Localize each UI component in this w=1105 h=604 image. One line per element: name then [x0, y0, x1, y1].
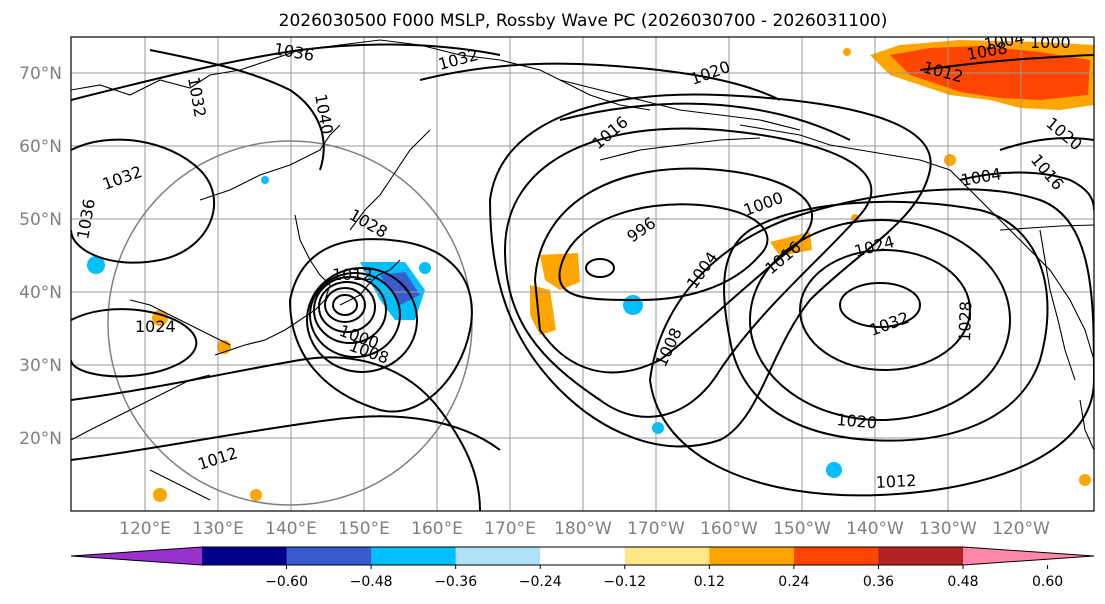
colorbar-tick-label: 0.12 [694, 574, 725, 590]
colorbar-extend-max [963, 547, 1094, 565]
map-frame [70, 36, 1095, 512]
colorbar-tick-label: −0.36 [434, 574, 477, 590]
lat-tick-label: 20°N [19, 429, 62, 449]
lon-tick-label: 140°W [846, 519, 904, 539]
colorbar-tick-label: −0.48 [350, 574, 393, 590]
colorbar-segment [286, 547, 372, 565]
lat-tick-label: 70°N [19, 64, 62, 84]
colorbar-segment [371, 547, 457, 565]
contour-label: 1000 [1030, 33, 1071, 52]
colorbar-segment [202, 547, 288, 565]
lon-tick-label: 170°E [484, 519, 536, 539]
colorbar-segment [540, 547, 626, 565]
lon-tick-label: 150°E [338, 519, 390, 539]
colorbar: −0.60 −0.48 −0.36 −0.24 −0.12 0.12 0.24 0.36 0.4… [70, 546, 1095, 590]
anomaly-negative-spot [623, 295, 643, 315]
isobars [71, 43, 1094, 511]
contour-label: 1024 [135, 317, 176, 336]
colorbar-segment [624, 547, 710, 565]
contour-label: 1028 [955, 301, 975, 342]
colorbar-tick-label: 0.36 [863, 574, 894, 590]
map-title: 2026030500 F000 MSLP, Rossby Wave PC (20… [279, 11, 888, 31]
map-panel: 1036 1032 1032 1032 1036 1040 1020 1016 … [70, 33, 1095, 512]
anomaly-strong-negative-japan [380, 272, 420, 305]
lon-tick-label: 140°E [265, 519, 317, 539]
lon-tick-labels: 120°E 130°E 140°E 150°E 160°E 170°E 180°… [119, 519, 1050, 539]
colorbar-outline [70, 546, 1095, 566]
colorbar-segment [709, 547, 795, 565]
lat-tick-label: 30°N [19, 356, 62, 376]
contour-label: 1012 [875, 471, 917, 492]
lon-tick-label: 180°W [554, 519, 612, 539]
colorbar-tick-label: −0.60 [265, 574, 308, 590]
colorbar-segment [878, 547, 964, 565]
lon-tick-label: 160°W [700, 519, 758, 539]
lat-tick-label: 50°N [19, 210, 62, 230]
contour-label: 1012 [332, 265, 373, 284]
colorbar-segment [793, 547, 879, 565]
contour-label: 1020 [836, 410, 878, 432]
colorbar-extend-min [71, 547, 202, 565]
lat-tick-label: 60°N [19, 137, 62, 157]
colorbar-tick-label: −0.12 [603, 574, 646, 590]
colorbar-tick-label: −0.24 [519, 574, 562, 590]
lon-tick-label: 120°E [119, 519, 171, 539]
colorbar-tick-label: 0.48 [947, 574, 978, 590]
lon-tick-label: 120°W [992, 519, 1050, 539]
lat-tick-labels: 70°N 60°N 50°N 40°N 30°N 20°N [19, 64, 62, 449]
lon-tick-label: 130°W [919, 519, 977, 539]
colorbar-segment [455, 547, 541, 565]
lon-tick-label: 160°E [411, 519, 463, 539]
lat-tick-label: 40°N [19, 283, 62, 303]
colorbar-tick-label: 0.24 [778, 574, 809, 590]
lon-tick-label: 130°E [192, 519, 244, 539]
lon-tick-label: 150°W [773, 519, 831, 539]
colorbar-tick-label: 0.60 [1032, 574, 1063, 590]
lon-tick-label: 170°W [627, 519, 685, 539]
